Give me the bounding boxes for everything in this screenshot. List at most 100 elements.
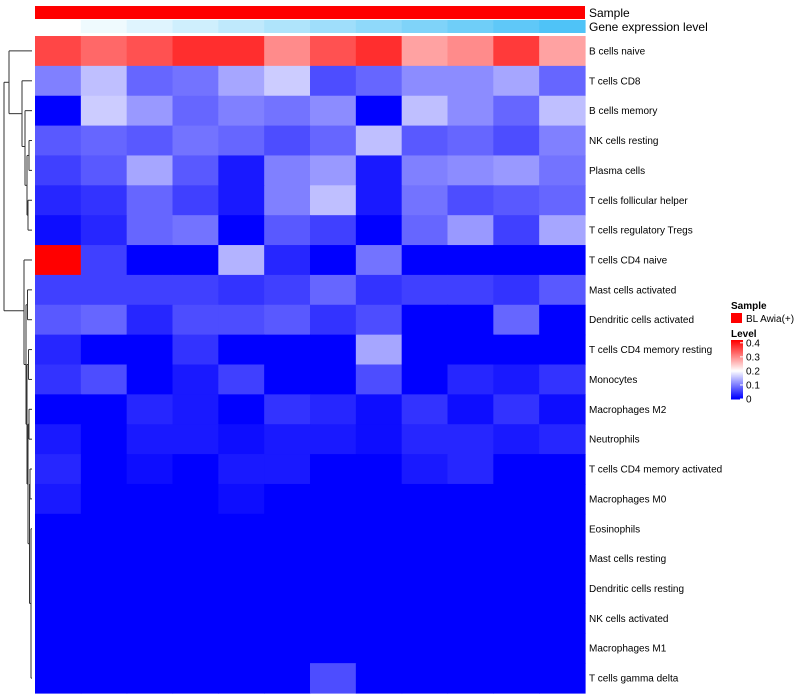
legend-gradient-step <box>731 352 743 355</box>
legend-gradient-step <box>731 381 743 383</box>
heatmap-cell <box>310 185 357 216</box>
heatmap-cell <box>80 633 128 664</box>
heatmap-cell <box>126 215 174 246</box>
heatmap-cell <box>264 364 311 395</box>
heatmap-cell <box>401 543 449 575</box>
legend-level-title: Level <box>731 329 757 340</box>
heatmap-cell <box>126 513 174 545</box>
heatmap-cell <box>355 513 403 545</box>
heatmap-cell <box>264 245 311 276</box>
heatmap-cell <box>35 573 82 605</box>
heatmap-cell <box>35 65 82 97</box>
heatmap-cell <box>401 215 449 246</box>
expression-annotation-cell <box>172 20 219 33</box>
heatmap-cell <box>447 394 494 425</box>
heatmap-cell <box>310 394 357 425</box>
heatmap-cell <box>172 603 219 634</box>
heatmap-cell <box>493 424 540 455</box>
heatmap-cell <box>218 304 265 336</box>
heatmap-cell <box>355 454 403 485</box>
heatmap-cell <box>126 603 174 634</box>
legend-gradient-step <box>731 389 743 391</box>
row-label: Dendritic cells resting <box>589 584 684 595</box>
heatmap-cell <box>310 304 357 336</box>
heatmap-cell <box>80 513 128 545</box>
heatmap-cell <box>35 334 82 366</box>
legend-tick-label: 0 <box>746 395 752 406</box>
heatmap-cell <box>80 185 128 216</box>
heatmap-cell <box>172 215 219 246</box>
heatmap-cell <box>218 65 265 97</box>
heatmap-cell <box>80 573 128 605</box>
heatmap-cell <box>401 95 449 127</box>
heatmap-cell <box>218 274 265 306</box>
heatmap-cell <box>447 125 494 157</box>
heatmap-cell <box>493 95 540 127</box>
heatmap-cell <box>126 573 174 605</box>
row-label: T cells CD4 memory activated <box>589 465 722 476</box>
heatmap-cell <box>493 454 540 485</box>
heatmap-cell <box>447 483 494 515</box>
legend-gradient-step <box>731 390 743 392</box>
legend-sample-entry: BL Awia(+) <box>746 314 794 325</box>
legend-gradient-step <box>731 388 743 390</box>
heatmap-cell <box>172 633 219 664</box>
heatmap-cell <box>218 603 265 634</box>
heatmap-cell <box>35 95 82 127</box>
heatmap-cell <box>539 424 586 455</box>
heatmap-cell <box>80 304 128 336</box>
heatmap-cell <box>493 633 540 664</box>
heatmap-cell <box>172 65 219 97</box>
legend-gradient-step <box>731 343 743 346</box>
heatmap-cell <box>35 663 82 694</box>
heatmap-cell <box>126 454 174 485</box>
row-label: T cells regulatory Tregs <box>589 226 693 237</box>
heatmap-cell <box>447 663 494 694</box>
heatmap-cell <box>401 274 449 306</box>
legend-gradient-step <box>731 356 743 359</box>
heatmap-cell <box>539 65 586 97</box>
heatmap-cell <box>447 513 494 545</box>
heatmap-cell <box>539 394 586 425</box>
sample-annotation-label: Sample <box>589 6 630 20</box>
legend-tick-label: 0.3 <box>746 352 760 363</box>
heatmap-cell <box>80 454 128 485</box>
heatmap-cell <box>126 304 174 336</box>
legend-gradient-step <box>731 347 743 350</box>
row-label: T cells CD8 <box>589 76 641 87</box>
heatmap-cell <box>35 304 82 336</box>
heatmap-cell <box>401 513 449 545</box>
heatmap-cell <box>218 185 265 216</box>
legend: Sample BL Awia(+) Level 0.4 0.3 0.2 0.1 0 <box>731 301 794 406</box>
row-label: Monocytes <box>589 375 637 386</box>
heatmap-cell <box>447 334 494 366</box>
legend-gradient-step <box>731 366 743 369</box>
heatmap-cell <box>355 125 403 157</box>
row-label: T cells CD4 naive <box>589 255 668 266</box>
heatmap-cell <box>539 454 586 485</box>
heatmap-cell <box>355 334 403 366</box>
heatmap-cell <box>355 633 403 664</box>
heatmap-cell <box>310 95 357 127</box>
legend-gradient-step <box>731 368 743 370</box>
heatmap-cell <box>401 245 449 276</box>
expression-annotation-cell <box>447 20 494 33</box>
row-labels: B cells naive T cells CD8 B cells memory NK… <box>589 46 722 684</box>
heatmap-cell <box>401 364 449 395</box>
heatmap-cell <box>493 513 540 545</box>
heatmap-cell <box>80 543 128 575</box>
legend-gradient-step <box>731 380 743 382</box>
heatmap-cell <box>126 543 174 575</box>
legend-gradient-step <box>731 397 743 399</box>
legend-gradient-step <box>731 349 743 352</box>
legend-gradient-step <box>731 353 743 356</box>
heatmap-cell <box>264 304 311 336</box>
legend-gradient-step <box>731 350 743 353</box>
legend-gradient-step <box>731 355 743 358</box>
heatmap-cell <box>35 274 82 306</box>
heatmap-cell <box>310 633 357 664</box>
row-label: NK cells resting <box>589 136 658 147</box>
legend-gradient-step <box>731 386 743 388</box>
heatmap-cell <box>493 394 540 425</box>
